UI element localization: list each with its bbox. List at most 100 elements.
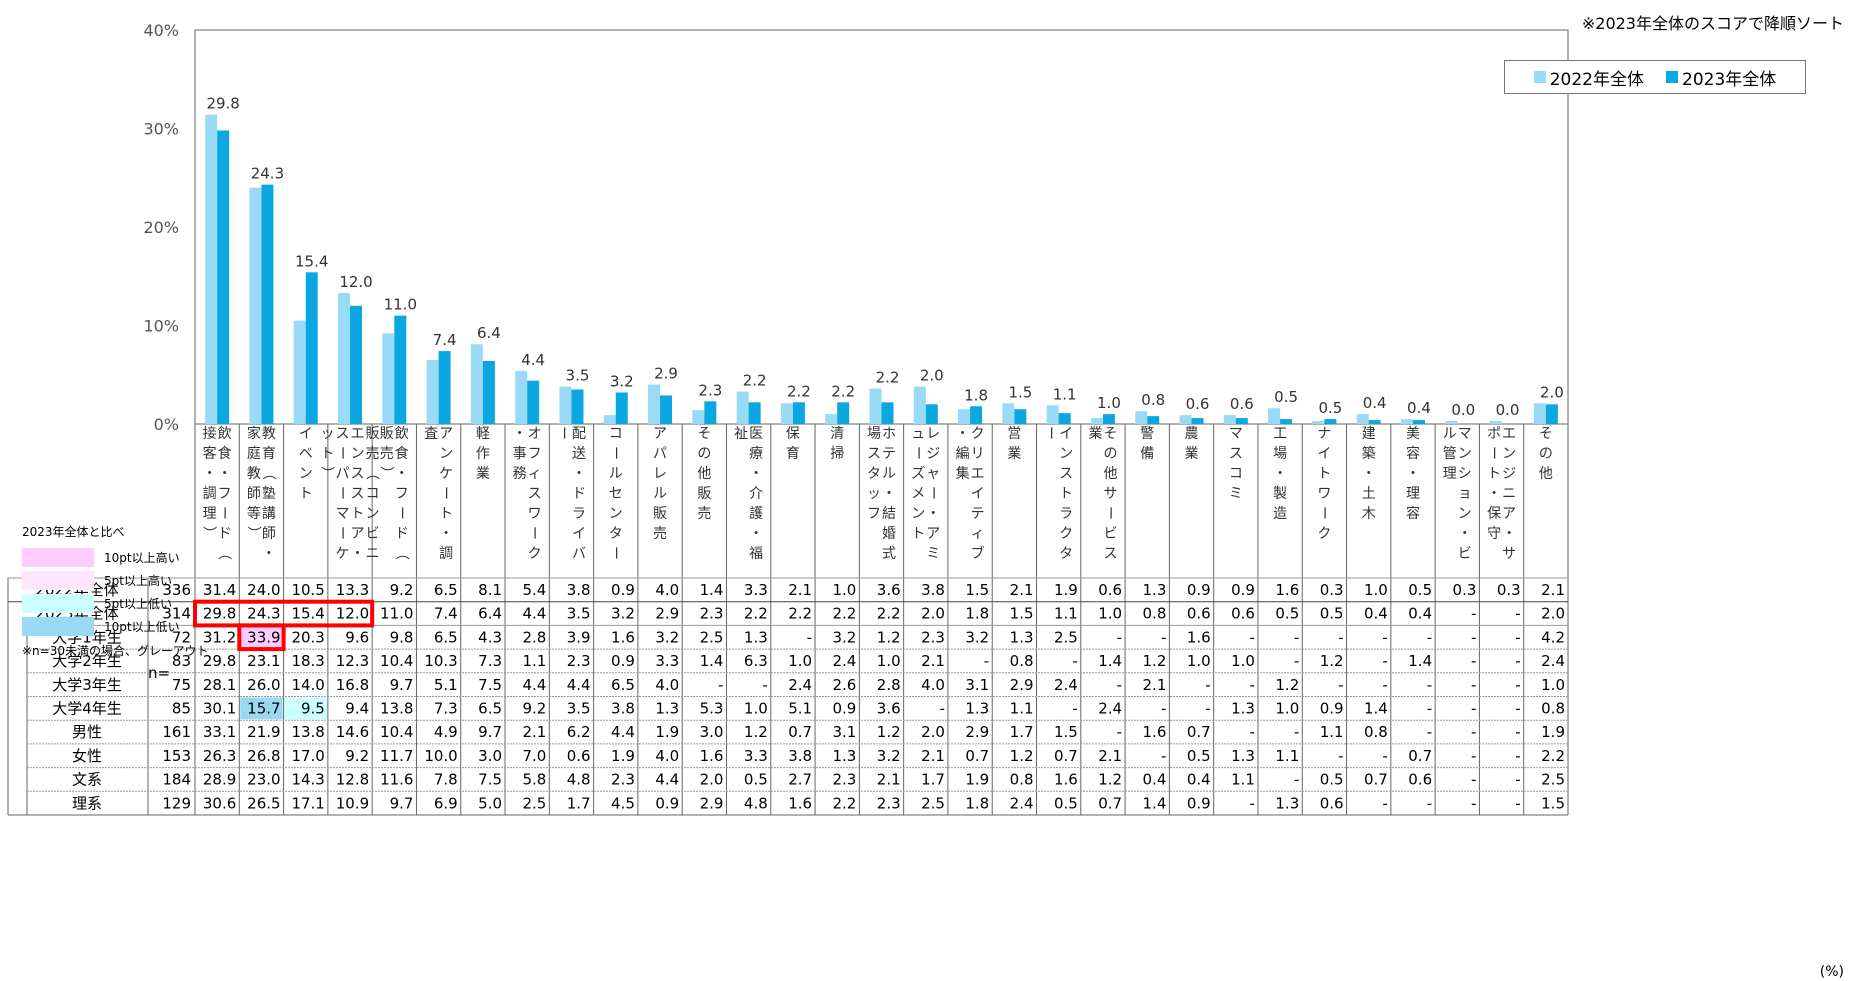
table-cell: 9.2 [390, 581, 414, 599]
category-label-char: ー [1485, 446, 1501, 460]
row-label: 男性 [72, 723, 102, 741]
bar-value-label: 1.1 [1053, 385, 1077, 403]
category-label-char: パ [336, 466, 350, 482]
table-cell: 17.1 [291, 794, 324, 812]
table-cell: 0.8 [1143, 605, 1167, 623]
table-cell: 5.1 [434, 676, 458, 694]
category-label-char: 守 [1487, 526, 1501, 542]
table-cell: 2.4 [1010, 794, 1034, 812]
table-cell: - [1471, 700, 1476, 718]
category-label-char: サ [1103, 486, 1117, 502]
category-label-char: タ [867, 466, 881, 482]
category-label-char: 工 [1273, 426, 1287, 442]
bar-2023 [792, 402, 805, 424]
table-cell: 0.6 [1320, 794, 1344, 812]
comparison-legend-item: 5pt以上高い [22, 569, 180, 592]
bar-2023 [837, 402, 850, 424]
category-label-char: ス [528, 486, 542, 502]
table-cell: 0.5 [1187, 747, 1211, 765]
table-cell: 1.0 [832, 581, 856, 599]
bar-2022 [426, 359, 439, 424]
table-cell: 33.9 [247, 628, 280, 646]
table-cell: 3.6 [877, 581, 901, 599]
bar-value-label: 2.9 [654, 365, 678, 383]
table-cell: 31.4 [203, 581, 236, 599]
category-label-char: ク [971, 426, 985, 442]
category-label-char: そ [1103, 426, 1117, 442]
category-label-char: ・ [218, 466, 232, 482]
table-cell: 2.1 [1098, 747, 1122, 765]
legend-label-2022: 2022年全体 [1549, 69, 1644, 90]
table-cell: 2.3 [700, 605, 724, 623]
table-cell: 1.4 [1364, 700, 1388, 718]
table-cell: 2.8 [522, 628, 546, 646]
table-cell: 1.3 [1010, 628, 1034, 646]
table-cell: 4.4 [522, 605, 546, 623]
table-cell: 11.7 [380, 747, 413, 765]
table-cell: 0.4 [1364, 605, 1388, 623]
table-cell: - [1250, 676, 1255, 694]
table-cell: 0.5 [1408, 581, 1432, 599]
comparison-swatch [22, 548, 94, 567]
bar-value-label: 0.6 [1186, 395, 1210, 413]
table-cell: 4.8 [567, 771, 591, 789]
category-label-char: ビ [1458, 546, 1472, 562]
bar-value-label: 0.0 [1496, 401, 1520, 419]
comparison-legend-title: 2023年全体と比べ [22, 525, 125, 539]
category-label-char: （ [216, 546, 232, 560]
table-cell: 0.7 [965, 747, 989, 765]
comparison-label: 5pt以上高い [104, 574, 172, 588]
category-label-char: ・ [262, 546, 276, 562]
category-label-char: ジ [926, 446, 940, 462]
footnote: ※n=30未満の場合、グレーアウト [22, 644, 209, 658]
highlight-cell [240, 626, 283, 649]
legend-swatch-2022 [1533, 71, 1546, 83]
category-label-char: パ [653, 446, 667, 462]
category-label-char: マ [336, 506, 350, 522]
bar-2022 [1400, 419, 1413, 424]
table-cell: - [1117, 628, 1122, 646]
table-cell: - [1427, 794, 1432, 812]
table-cell: 4.5 [611, 794, 635, 812]
table-cell: - [1382, 628, 1387, 646]
table-cell: 13.3 [336, 581, 369, 599]
table-cell: 28.1 [203, 676, 236, 694]
category-label-char: 集 [956, 465, 970, 482]
category-label-char: ョ [1458, 486, 1472, 502]
table-cell: 26.0 [247, 676, 280, 694]
category-label-char: ） [319, 466, 335, 480]
table-cell: 2.1 [921, 652, 945, 670]
category-label-char: ー [334, 526, 350, 540]
table-cell: 2.1 [1541, 581, 1565, 599]
table-cell: 3.2 [832, 628, 856, 646]
category-label-char: 査 [424, 426, 438, 442]
category-label-char: フ [395, 486, 409, 502]
y-tick-label: 40% [143, 21, 179, 40]
row-n: 85 [172, 700, 191, 718]
table-cell: 6.9 [434, 794, 458, 812]
category-label-char: ド [218, 526, 232, 542]
bar-2023 [660, 395, 673, 424]
table-cell: 12.8 [336, 771, 369, 789]
category-label-char: レ [926, 426, 940, 442]
category-label-char: ア [351, 526, 365, 542]
table-cell: 0.9 [611, 652, 635, 670]
table-cell: 1.0 [744, 700, 768, 718]
category-label-char: ス [1059, 466, 1073, 482]
category-label-char: マ [1229, 426, 1243, 442]
table-cell: 1.0 [877, 652, 901, 670]
category-label-char: 他 [697, 466, 711, 482]
category-label-char: ー [607, 446, 623, 460]
table-cell: 2.3 [832, 771, 856, 789]
category-label-char: 業 [476, 466, 490, 482]
table-cell: 9.4 [345, 700, 369, 718]
bar-value-label: 0.6 [1230, 395, 1254, 413]
row-n: 75 [172, 676, 191, 694]
bar-value-label: 1.8 [964, 386, 988, 404]
bar-value-label: 2.2 [743, 371, 767, 389]
bar-2022 [515, 370, 528, 424]
table-cell: 0.8 [1364, 723, 1388, 741]
bar-2022 [1002, 403, 1015, 424]
category-label-char: 庭 [247, 445, 261, 462]
category-label-char: ・ [439, 526, 453, 542]
